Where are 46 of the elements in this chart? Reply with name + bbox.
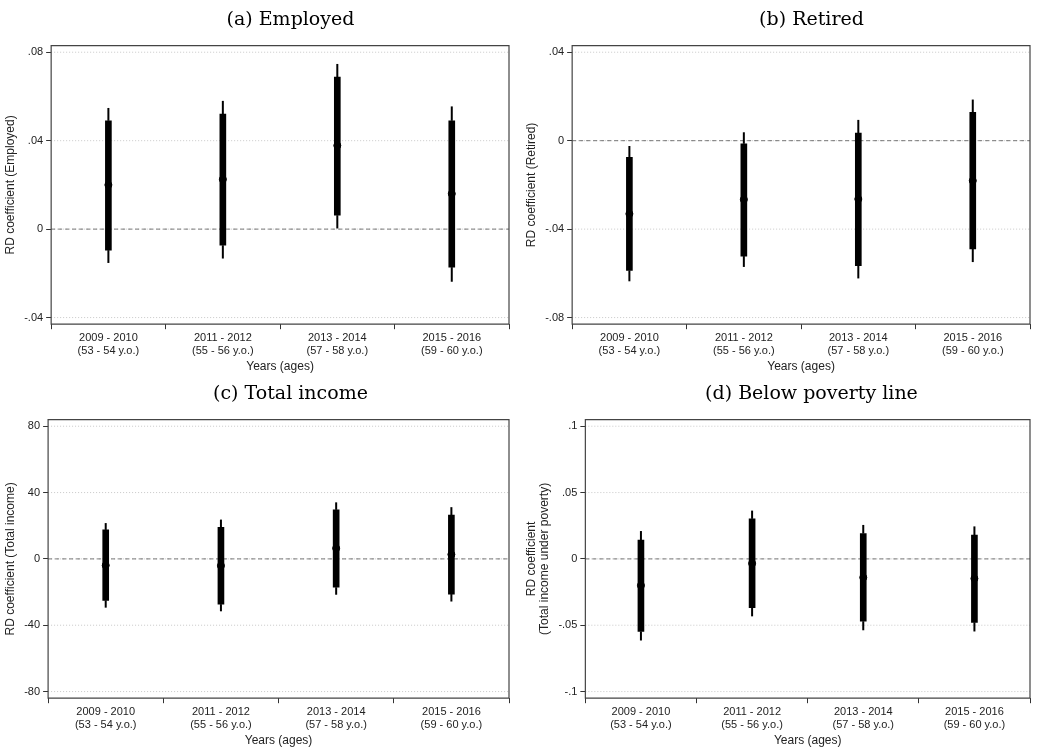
- x-tick-label: 2013 - 2014 (57 - 58 y.o.): [305, 704, 367, 731]
- x-tick-label: 2013 - 2014 (57 - 58 y.o.): [827, 330, 890, 357]
- y-tick-label: .1: [568, 419, 578, 432]
- y-tick-label: .05: [562, 485, 578, 498]
- chart-title: (b) Retired: [758, 6, 865, 31]
- y-tick-label: -.05: [558, 618, 578, 631]
- x-axis-title: Years (ages): [246, 359, 314, 374]
- y-axis-title: RD coefficient (Total income under poverty): [523, 482, 552, 635]
- chart-title: (a) Employed: [225, 6, 356, 31]
- y-tick-label: -80: [24, 684, 41, 697]
- y-tick-label: -.04: [24, 310, 44, 323]
- x-tick-label: 2011 - 2012 (55 - 56 y.o.): [190, 704, 252, 731]
- x-tick-label: 2011 - 2012 (55 - 56 y.o.): [713, 330, 775, 357]
- y-tick-label: 80: [27, 419, 41, 432]
- y-tick-label: 0: [571, 551, 578, 564]
- x-tick-label: 2011 - 2012 (55 - 56 y.o.): [192, 330, 254, 357]
- x-tick-label: 2009 - 2010 (53 - 54 y.o.): [598, 330, 661, 357]
- y-axis-title: RD coefficient (Employed): [2, 115, 17, 255]
- x-tick-label: 2011 - 2012 (55 - 56 y.o.): [721, 704, 783, 731]
- x-tick-label: 2015 - 2016 (59 - 60 y.o.): [942, 330, 1004, 357]
- x-tick-label: 2015 - 2016 (59 - 60 y.o.): [943, 704, 1006, 731]
- x-tick-label: 2009 - 2010 (53 - 54 y.o.): [74, 704, 137, 731]
- x-tick-label: 2013 - 2014 (57 - 58 y.o.): [832, 704, 895, 731]
- chart-title: (d) Below poverty line: [704, 380, 919, 405]
- y-tick-label: -.04: [545, 222, 565, 235]
- x-tick-label: 2009 - 2010 (53 - 54 y.o.): [77, 330, 140, 357]
- y-tick-label: .04: [548, 45, 565, 58]
- y-tick-label: -.1: [564, 684, 578, 697]
- y-tick-label: .08: [27, 45, 44, 58]
- y-tick-label: -40: [24, 618, 41, 631]
- y-tick-label: -.08: [545, 310, 565, 323]
- y-tick-label: .04: [27, 133, 44, 146]
- y-tick-label: 0: [558, 133, 565, 146]
- x-axis-title: Years (ages): [773, 733, 842, 748]
- chart-title: (c) Total income: [212, 380, 369, 405]
- x-tick-label: 2013 - 2014 (57 - 58 y.o.): [306, 330, 369, 357]
- y-tick-label: 0: [37, 222, 44, 235]
- y-axis-title: RD coefficient (Retired): [523, 122, 538, 248]
- x-tick-label: 2009 - 2010 (53 - 54 y.o.): [610, 704, 672, 731]
- x-axis-title: Years (ages): [244, 733, 313, 748]
- x-tick-label: 2015 - 2016 (59 - 60 y.o.): [420, 704, 483, 731]
- y-tick-label: 0: [33, 551, 41, 564]
- y-axis-title: RD coefficient (Total income): [2, 482, 17, 636]
- x-axis-title: Years (ages): [767, 359, 835, 374]
- x-tick-label: 2015 - 2016 (59 - 60 y.o.): [421, 330, 483, 357]
- y-tick-label: 40: [27, 485, 41, 498]
